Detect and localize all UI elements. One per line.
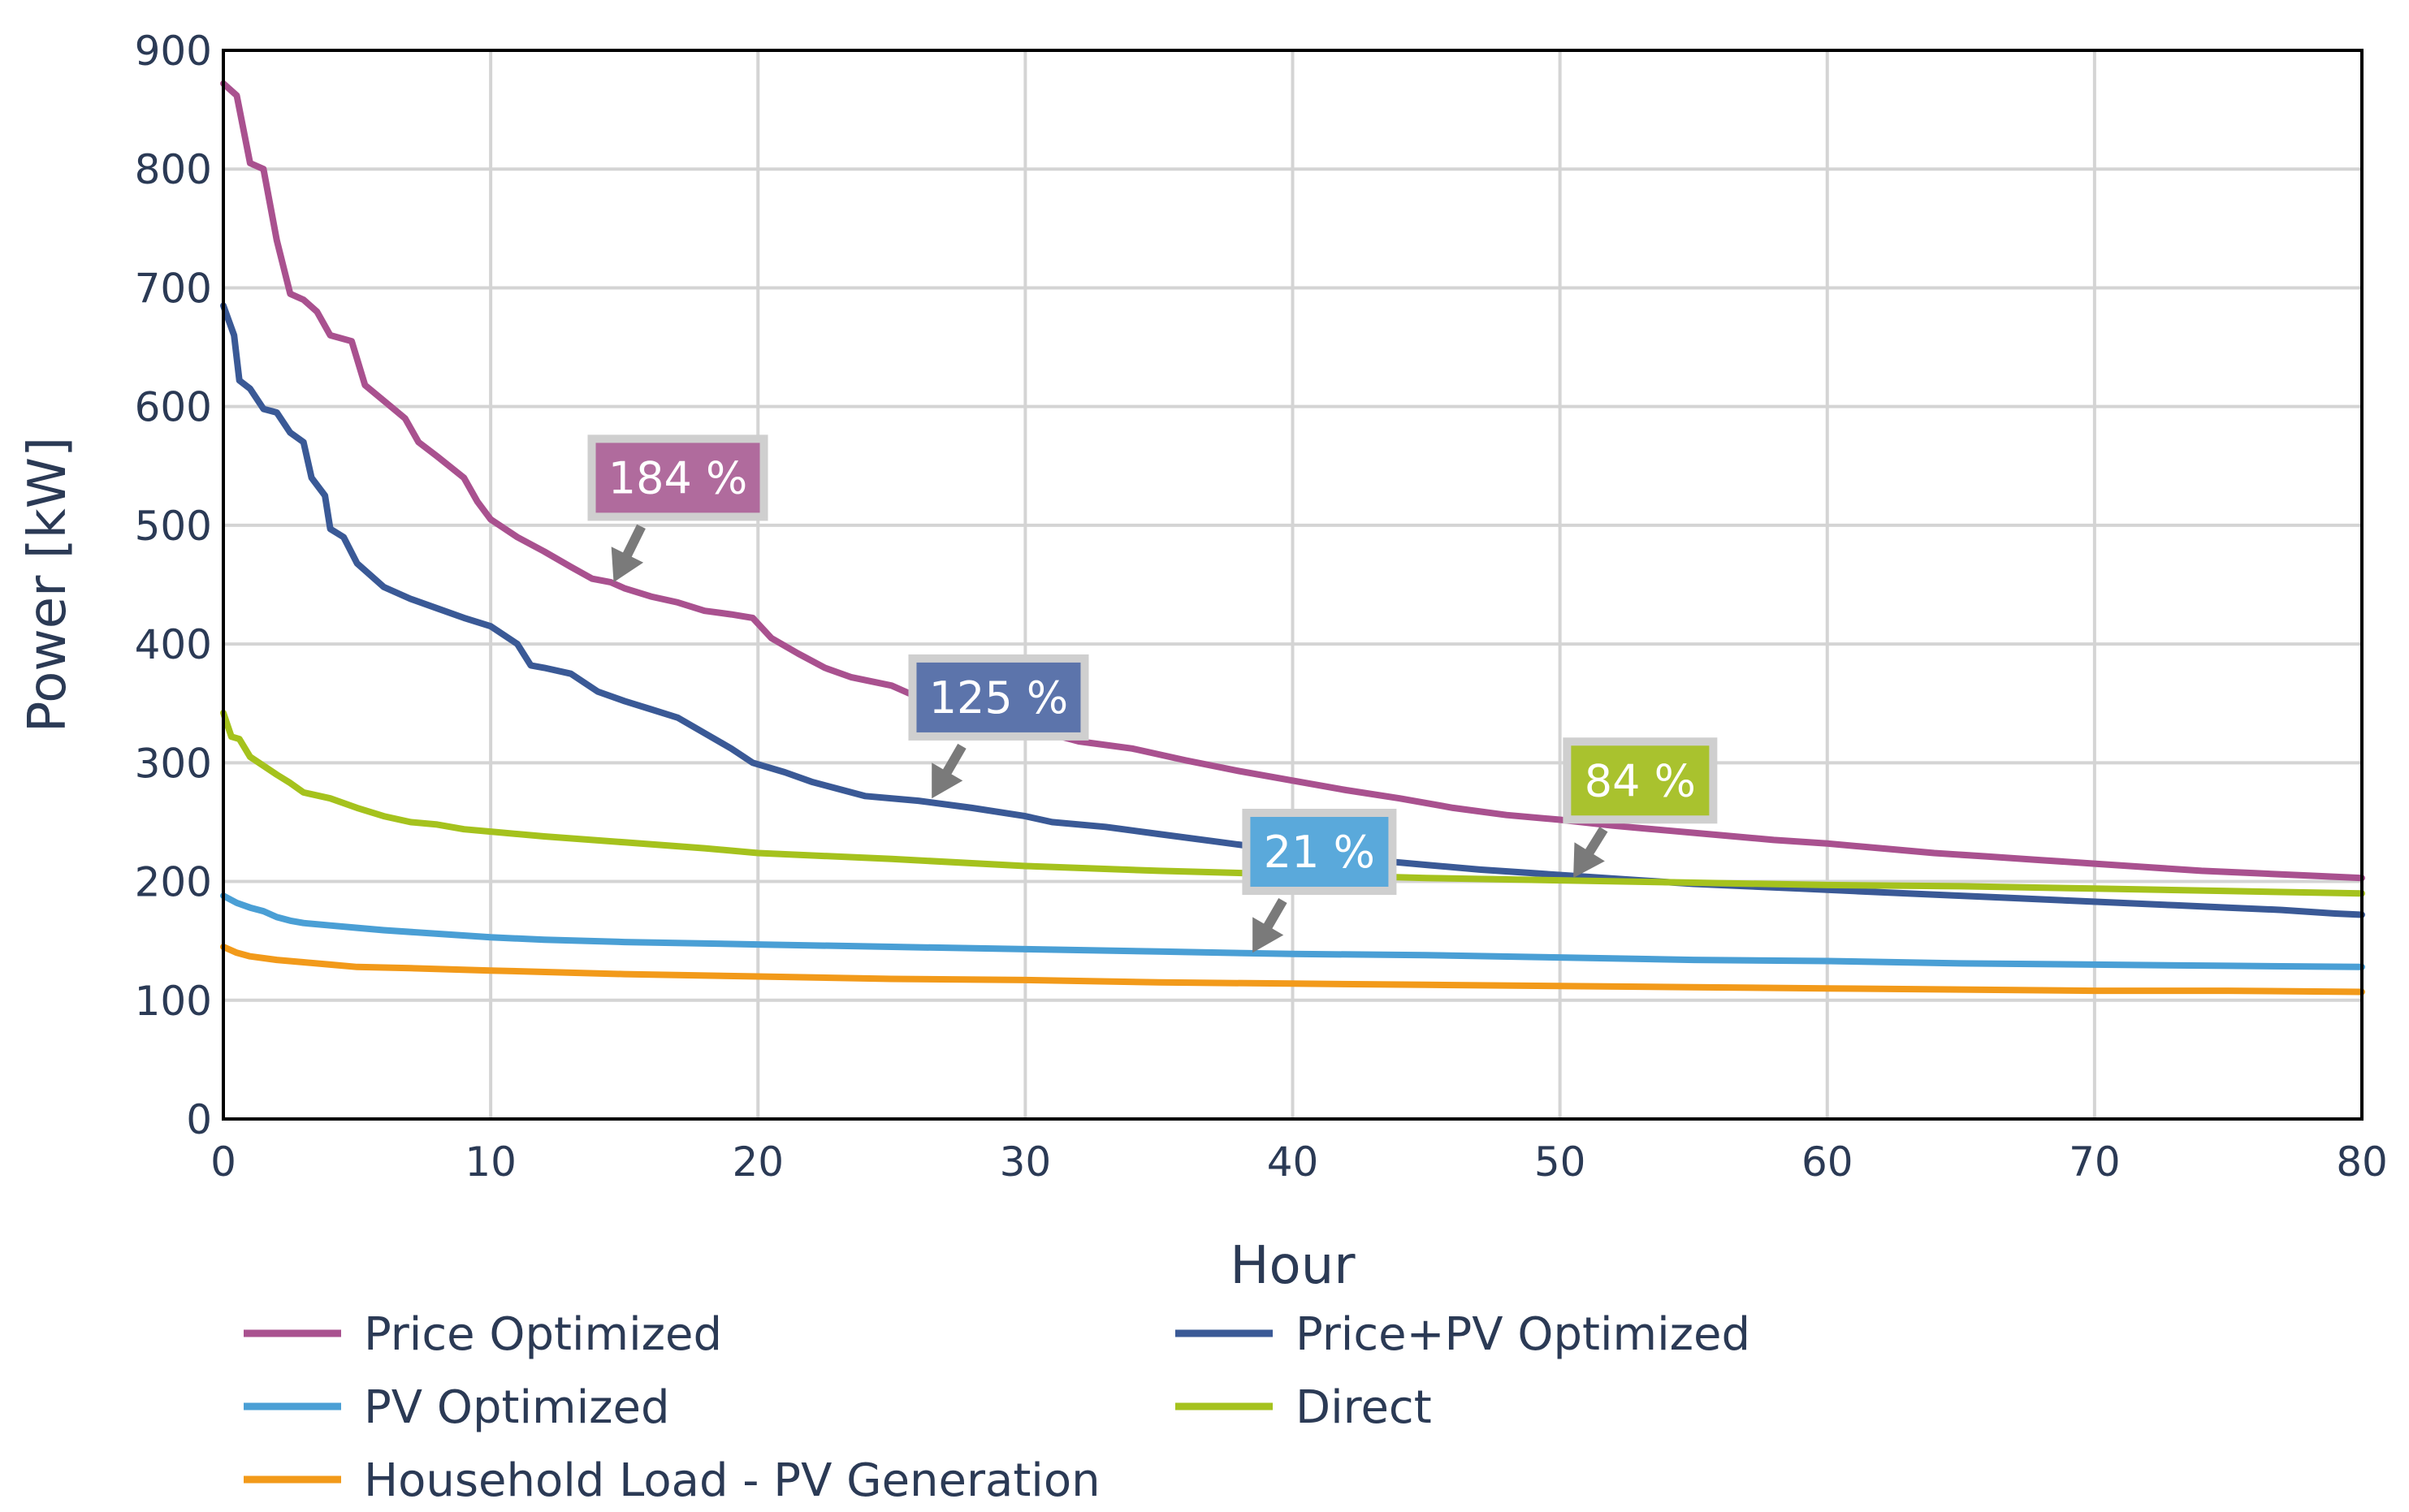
x-axis-title: Hour	[1230, 1236, 1356, 1296]
legend-label: Direct	[1295, 1381, 1432, 1434]
annotation-label: 84 %	[1585, 755, 1696, 806]
x-tick-label: 60	[1801, 1138, 1853, 1186]
annotation-label: 21 %	[1264, 827, 1375, 878]
annotation-pv-optimized: 21 %	[1242, 809, 1397, 953]
annotation-arrow-head	[1573, 842, 1605, 879]
y-tick-label: 500	[135, 503, 212, 550]
series-line-household-load-pv-generation	[220, 944, 2365, 996]
annotation-box	[908, 654, 1089, 741]
series-line-price-optimized	[220, 80, 2365, 882]
legend-item-household-load-pv-generation: Household Load - PV Generation	[244, 1454, 1101, 1507]
grid	[222, 49, 2364, 1121]
x-tick-label: 20	[732, 1138, 784, 1186]
y-tick-label: 800	[135, 146, 212, 193]
x-tick-label: 0	[210, 1138, 236, 1186]
annotation-box	[587, 434, 768, 521]
x-tick-label: 80	[2336, 1138, 2388, 1186]
x-tick-label: 10	[465, 1138, 517, 1186]
y-tick-label: 400	[135, 621, 212, 668]
series-line-price-pv-optimized	[220, 302, 2365, 918]
annotation-price-pv-optimized: 125 %	[908, 654, 1089, 799]
y-tick-labels: 0 100 200 300 400 500 600 700 800 900	[135, 28, 212, 1143]
legend-item-price-pv-optimized: Price+PV Optimized	[1175, 1308, 1750, 1361]
annotations: 184 % 125 % 84 % 21 %	[587, 434, 1718, 953]
annotation-box	[1242, 809, 1397, 895]
legend-item-price-optimized: Price Optimized	[244, 1308, 722, 1361]
legend-label: Price Optimized	[364, 1308, 722, 1361]
y-axis-title: Power [kW]	[18, 437, 78, 732]
x-tick-label: 50	[1534, 1138, 1586, 1186]
y-tick-label: 0	[186, 1096, 212, 1143]
x-tick-labels: 0 10 20 30 40 50 60 70 80	[210, 1138, 2388, 1186]
x-tick-label: 30	[1000, 1138, 1052, 1186]
legend-label: Price+PV Optimized	[1295, 1308, 1750, 1361]
x-tick-label: 40	[1267, 1138, 1319, 1186]
y-tick-label: 200	[135, 859, 212, 906]
series-line-pv-optimized	[220, 892, 2365, 970]
x-tick-label: 70	[2069, 1138, 2121, 1186]
annotation-label: 184 %	[608, 452, 748, 503]
annotation-label: 125 %	[929, 672, 1069, 724]
legend: Price Optimized Price+PV Optimized PV Opti…	[244, 1308, 1750, 1507]
annotation-arrow-head	[932, 762, 963, 799]
y-tick-label: 700	[135, 265, 212, 312]
legend-item-pv-optimized: PV Optimized	[244, 1381, 670, 1434]
plot-border	[222, 49, 2364, 1121]
legend-label: PV Optimized	[364, 1381, 670, 1434]
series-lines	[220, 80, 2365, 996]
annotation-direct: 84 %	[1563, 737, 1718, 879]
legend-item-direct: Direct	[1175, 1381, 1432, 1434]
series-line-direct	[220, 709, 2365, 897]
annotation-arrow-head	[611, 546, 644, 583]
annotation-box	[1563, 737, 1718, 824]
y-tick-label: 100	[135, 978, 212, 1025]
y-tick-label: 600	[135, 384, 212, 431]
legend-label: Household Load - PV Generation	[364, 1454, 1101, 1507]
y-tick-label: 900	[135, 28, 212, 75]
annotation-price-optimized: 184 %	[587, 434, 768, 583]
y-tick-label: 300	[135, 740, 212, 787]
annotation-arrow-head	[1252, 917, 1284, 953]
